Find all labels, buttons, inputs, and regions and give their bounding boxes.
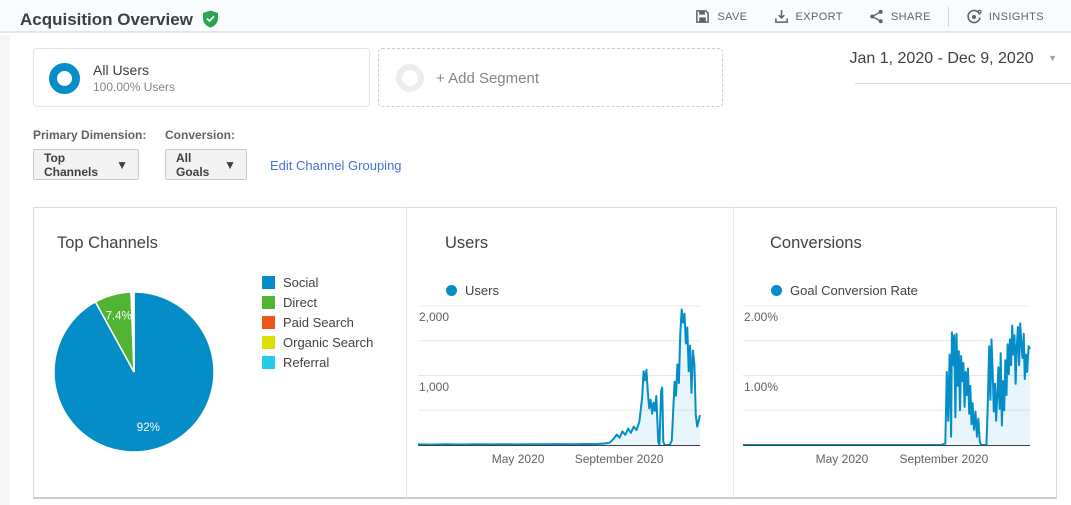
- primary-dimension-value: Top Channels: [44, 150, 99, 179]
- save-label: SAVE: [717, 10, 748, 23]
- segment-all-users-card[interactable]: All Users 100.00% Users: [33, 48, 370, 107]
- edit-channel-grouping-link[interactable]: Edit Channel Grouping: [270, 158, 402, 173]
- date-range-underline: [855, 83, 1071, 84]
- legend-item-direct[interactable]: Direct: [262, 292, 317, 312]
- legend-swatch-icon: [262, 295, 275, 309]
- series-dot-icon: [771, 285, 782, 296]
- x-axis-tick-label: May 2020: [491, 452, 545, 466]
- y-axis-tick-label: 1,000: [419, 379, 450, 394]
- legend-label: Social: [283, 274, 319, 290]
- segment-subtitle: 100.00% Users: [93, 80, 176, 94]
- legend-label: Organic Search: [283, 334, 374, 350]
- export-button[interactable]: EXPORT: [761, 0, 856, 33]
- users-line-chart: [417, 305, 701, 446]
- conversions-series-label: Goal Conversion Rate: [790, 283, 918, 298]
- actions-divider: [947, 6, 949, 27]
- share-icon: [870, 9, 883, 24]
- series-dot-icon: [446, 285, 457, 296]
- panel-divider: [733, 207, 734, 499]
- conversion-value: All Goals: [176, 150, 210, 179]
- chart-area-fill: [743, 323, 1030, 445]
- date-dropdown-arrow-icon: ▼: [1048, 53, 1057, 63]
- pie-slice-label: 7.4%: [106, 310, 132, 322]
- legend-swatch-icon: [262, 355, 275, 369]
- conversion-label: Conversion:: [165, 128, 236, 142]
- legend-item-paid-search[interactable]: Paid Search: [262, 312, 354, 332]
- conversions-line-chart: [743, 305, 1031, 446]
- x-axis-tick-label: September 2020: [899, 452, 989, 466]
- legend-label: Paid Search: [283, 314, 354, 330]
- insights-button[interactable]: INSIGHTS: [953, 0, 1057, 33]
- pie-slice-referral[interactable]: [132, 291, 135, 373]
- date-range-text: Jan 1, 2020 - Dec 9, 2020: [849, 50, 1034, 67]
- header-bar: Acquisition Overview SAVE EXPO: [0, 0, 1071, 33]
- add-segment-card[interactable]: + Add Segment: [378, 48, 723, 107]
- conversion-dropdown[interactable]: All Goals ▼: [165, 149, 247, 180]
- export-icon: [774, 9, 788, 23]
- legend-item-social[interactable]: Social: [262, 272, 318, 292]
- segment-ring-icon: [49, 63, 80, 94]
- chart-line: [417, 308, 701, 446]
- conversions-title: Conversions: [770, 234, 862, 252]
- share-button[interactable]: SHARE: [856, 0, 944, 33]
- share-label: SHARE: [890, 10, 931, 23]
- y-axis-tick-label: 1.00%: [744, 379, 779, 394]
- top-channels-title: Top Channels: [57, 234, 158, 252]
- users-title: Users: [445, 234, 489, 252]
- export-label: EXPORT: [795, 10, 843, 23]
- chart-line: [743, 322, 1031, 446]
- top-channels-pie-chart: 92% 7.4%: [53, 291, 215, 453]
- x-axis-tick-label: May 2020: [815, 452, 869, 466]
- dropdown-arrow-icon: ▼: [224, 157, 236, 172]
- left-gutter: [0, 35, 10, 505]
- dropdown-arrow-icon: ▼: [116, 157, 128, 172]
- save-icon: [696, 10, 710, 23]
- add-segment-ring-icon: [396, 64, 424, 92]
- users-series-label: Users: [465, 283, 499, 298]
- primary-dimension-dropdown[interactable]: Top Channels ▼: [33, 149, 139, 180]
- users-series-legend[interactable]: Users: [446, 283, 499, 298]
- segment-title: All Users: [93, 62, 150, 78]
- x-axis-tick-label: September 2020: [574, 452, 664, 466]
- page-title: Acquisition Overview: [20, 7, 218, 30]
- y-axis-tick-label: 2.00%: [744, 310, 779, 324]
- header-actions: SAVE EXPORT SHARE: [682, 0, 1057, 33]
- legend-label: Referral: [283, 354, 330, 370]
- insights-label: INSIGHTS: [988, 10, 1044, 23]
- primary-dimension-label: Primary Dimension:: [33, 128, 147, 142]
- date-range-selector[interactable]: Jan 1, 2020 - Dec 9, 2020 ▼: [850, 50, 1058, 68]
- legend-swatch-icon: [262, 335, 275, 349]
- legend-swatch-icon: [262, 275, 275, 289]
- panel-divider: [406, 207, 407, 499]
- legend-item-referral[interactable]: Referral: [262, 352, 329, 372]
- pie-slice-label: 92%: [137, 422, 160, 434]
- legend-label: Direct: [283, 294, 317, 310]
- y-axis-tick-label: 2,000: [419, 310, 450, 324]
- legend-item-organic-search[interactable]: Organic Search: [262, 332, 373, 352]
- add-segment-label: + Add Segment: [436, 70, 539, 87]
- save-button[interactable]: SAVE: [682, 0, 760, 33]
- insights-icon: [967, 9, 982, 23]
- legend-swatch-icon: [262, 315, 275, 329]
- conversions-series-legend[interactable]: Goal Conversion Rate: [771, 283, 918, 298]
- verified-shield-icon: [202, 10, 218, 28]
